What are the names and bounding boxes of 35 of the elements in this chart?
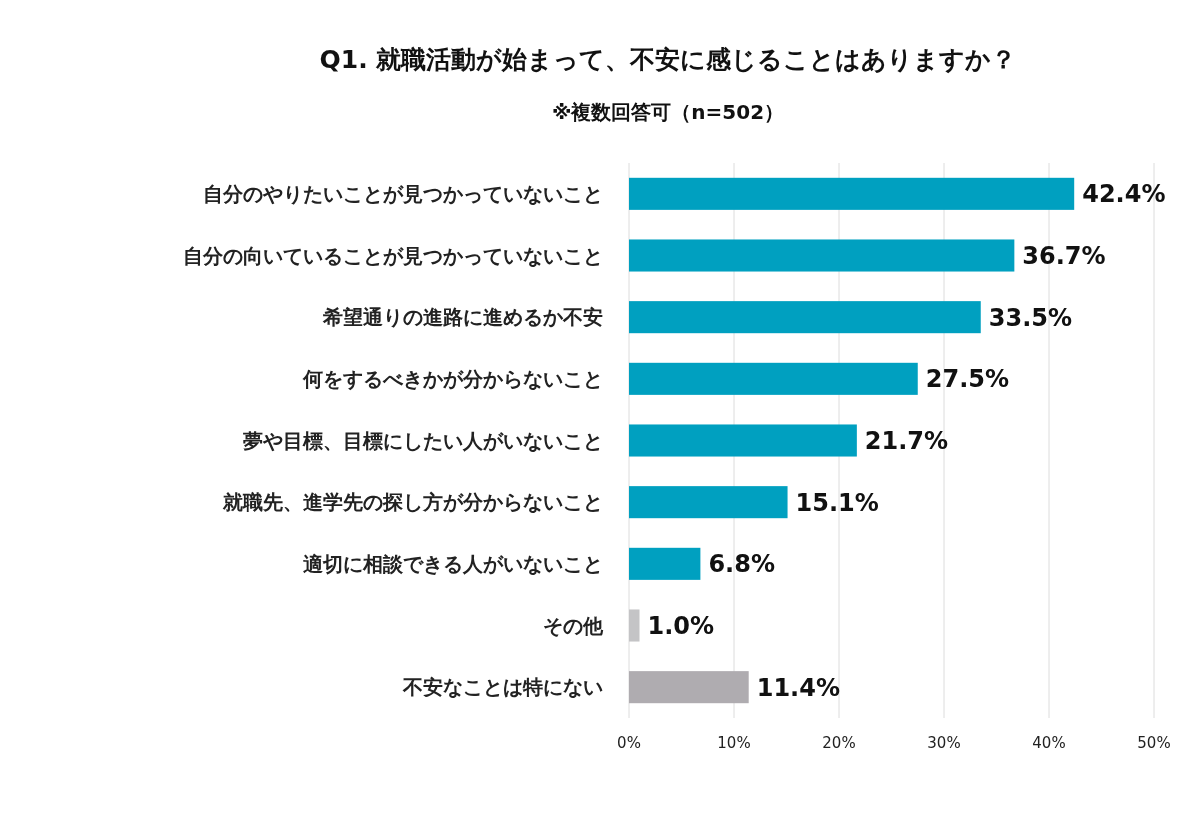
bar [629,547,701,580]
data-label: 33.5% [988,303,1073,332]
y-tick-label: 自分のやりたいことが見つかっていないこと [203,181,603,206]
y-tick-label: その他 [543,613,604,638]
y-tick-label: 不安なことは特にない [402,675,603,700]
bar [629,424,857,457]
y-tick-label: 適切に相談できる人がいないこと [303,551,603,576]
bar [629,671,749,704]
data-label: 27.5% [925,365,1010,394]
x-tick-label: 40% [1032,734,1066,752]
data-label: 36.7% [1022,242,1106,271]
data-label: 11.4% [756,673,840,702]
bar [629,177,1075,210]
data-label: 21.7% [864,427,949,456]
y-tick-label: 就職先、進学先の探し方が分からないこと [222,490,603,515]
x-tick-label: 0% [617,734,641,752]
data-label: 6.8% [708,550,775,579]
bar [629,239,1015,272]
chart-subtitle: ※複数回答可（n=502） [551,100,785,124]
x-tick-label: 20% [822,734,856,752]
y-tick-label: 自分の向いていることが見つかっていないこと [183,243,603,268]
y-tick-label: 夢や目標、目標にしたい人がいないこと [243,428,603,453]
bar [629,609,640,642]
data-label: 15.1% [795,488,879,517]
y-tick-label: 希望通りの進路に進めるか不安 [322,305,603,330]
data-label: 1.0% [647,612,715,641]
bar [629,486,788,519]
data-label: 42.4% [1082,180,1166,209]
x-tick-label: 30% [927,734,961,752]
chart-title: Q1. 就職活動が始まって、不安に感じることはありますか？ [319,45,1017,74]
y-tick-label: 何をするべきかが分からないこと [302,366,603,391]
x-tick-label: 50% [1137,734,1171,752]
x-tick-label: 10% [717,734,751,752]
bar [629,301,981,334]
bar [629,362,918,395]
